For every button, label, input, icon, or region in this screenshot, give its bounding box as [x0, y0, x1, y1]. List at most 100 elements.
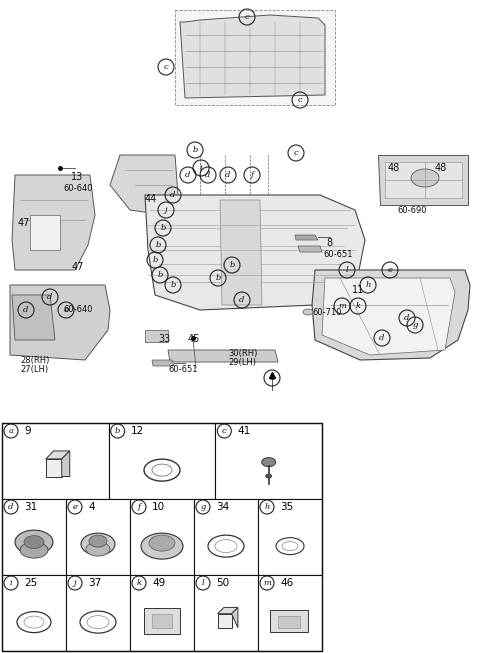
- Text: 12: 12: [131, 426, 144, 436]
- Text: b: b: [156, 241, 161, 249]
- Bar: [216, 423, 322, 499]
- Text: d: d: [185, 171, 191, 179]
- Bar: [278, 616, 300, 628]
- Text: 25: 25: [24, 578, 37, 588]
- Ellipse shape: [215, 539, 237, 552]
- Bar: [2, 423, 108, 499]
- Text: d: d: [379, 334, 384, 342]
- Text: 45: 45: [188, 334, 200, 344]
- Ellipse shape: [276, 537, 304, 554]
- Ellipse shape: [17, 612, 51, 633]
- Ellipse shape: [87, 616, 109, 629]
- Polygon shape: [62, 451, 70, 477]
- Polygon shape: [12, 175, 95, 270]
- Text: l: l: [202, 579, 204, 587]
- Polygon shape: [322, 278, 455, 355]
- Polygon shape: [12, 295, 55, 340]
- Text: j: j: [74, 579, 76, 587]
- Bar: [258, 575, 322, 651]
- Text: j: j: [165, 206, 168, 214]
- Bar: [46, 459, 62, 477]
- Text: 33: 33: [158, 334, 170, 344]
- Text: 28(RH): 28(RH): [20, 356, 49, 365]
- Text: d: d: [8, 503, 14, 511]
- Text: d: d: [240, 296, 245, 304]
- Text: 49: 49: [152, 578, 165, 588]
- Ellipse shape: [208, 535, 244, 557]
- Text: a: a: [9, 427, 13, 435]
- Text: e: e: [387, 266, 393, 274]
- Polygon shape: [385, 162, 462, 198]
- Text: b: b: [157, 271, 163, 279]
- Text: b: b: [170, 281, 176, 289]
- Text: d: d: [24, 306, 29, 314]
- Text: e: e: [63, 306, 69, 314]
- Text: 31: 31: [24, 502, 37, 512]
- Ellipse shape: [144, 459, 180, 481]
- Text: 60-651: 60-651: [168, 365, 197, 374]
- Polygon shape: [152, 360, 174, 366]
- Polygon shape: [180, 15, 325, 98]
- Text: 44: 44: [145, 194, 157, 204]
- Text: 48: 48: [388, 163, 400, 173]
- Text: g: g: [200, 503, 206, 511]
- Bar: [194, 575, 258, 651]
- Bar: [130, 499, 194, 575]
- Polygon shape: [217, 607, 238, 614]
- Bar: [130, 575, 194, 651]
- Polygon shape: [220, 200, 262, 305]
- Text: 11: 11: [352, 285, 364, 295]
- Ellipse shape: [89, 535, 107, 547]
- Text: 48: 48: [435, 163, 447, 173]
- Text: l: l: [346, 266, 348, 274]
- Text: 60-640: 60-640: [63, 184, 93, 193]
- Text: i: i: [200, 164, 202, 172]
- Text: b: b: [115, 427, 120, 435]
- Text: b: b: [216, 274, 221, 282]
- Ellipse shape: [80, 611, 116, 633]
- Text: g: g: [412, 321, 418, 329]
- Text: k: k: [355, 302, 360, 310]
- Text: b: b: [160, 224, 166, 232]
- Polygon shape: [295, 235, 318, 240]
- Text: 47: 47: [18, 218, 30, 228]
- Text: a: a: [269, 374, 275, 382]
- Ellipse shape: [86, 542, 110, 556]
- Text: d: d: [170, 191, 176, 199]
- Bar: [194, 499, 258, 575]
- Text: e: e: [72, 503, 77, 511]
- Ellipse shape: [20, 542, 48, 558]
- Polygon shape: [145, 330, 168, 342]
- Text: d: d: [48, 293, 53, 301]
- Polygon shape: [30, 215, 60, 250]
- Ellipse shape: [303, 309, 313, 315]
- Text: d: d: [225, 171, 231, 179]
- Text: f: f: [137, 503, 141, 511]
- Text: 47: 47: [72, 262, 84, 272]
- Bar: [217, 614, 231, 628]
- Text: 30(RH): 30(RH): [228, 349, 257, 358]
- Text: 46: 46: [280, 578, 293, 588]
- Bar: [2, 575, 66, 651]
- Ellipse shape: [262, 458, 276, 467]
- Polygon shape: [312, 270, 470, 360]
- Bar: [144, 608, 180, 634]
- Text: 27(LH): 27(LH): [20, 365, 48, 374]
- Text: 9: 9: [24, 426, 31, 436]
- Text: 10: 10: [152, 502, 165, 512]
- Bar: [258, 499, 322, 575]
- Polygon shape: [298, 246, 322, 252]
- Text: 29(LH): 29(LH): [228, 358, 256, 367]
- Polygon shape: [231, 607, 238, 628]
- Text: 41: 41: [237, 426, 251, 436]
- Text: h: h: [365, 281, 371, 289]
- Text: 35: 35: [280, 502, 293, 512]
- Text: 60-690: 60-690: [397, 206, 427, 215]
- Ellipse shape: [152, 464, 172, 476]
- Ellipse shape: [24, 616, 44, 628]
- Text: m: m: [263, 579, 271, 587]
- Bar: [2, 499, 66, 575]
- Text: m: m: [338, 302, 346, 310]
- Bar: [66, 499, 130, 575]
- Ellipse shape: [81, 533, 115, 555]
